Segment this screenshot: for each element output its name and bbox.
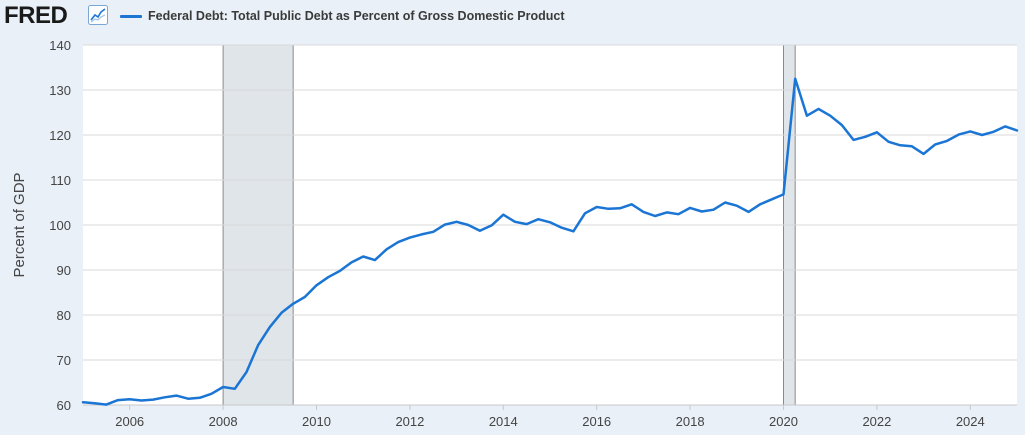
y-tick-label: 80	[57, 308, 71, 323]
y-tick-label: 120	[49, 128, 71, 143]
legend-series-label: Federal Debt: Total Public Debt as Perce…	[148, 9, 565, 23]
y-tick-label: 130	[49, 83, 71, 98]
x-tick-label: 2010	[302, 414, 331, 429]
x-tick-label: 2024	[956, 414, 985, 429]
x-axis-ticks: 2006 2008 2010 2012 2014 2016 2018 2020 2022 2024	[83, 404, 1017, 429]
y-tick-label: 60	[57, 398, 71, 413]
legend-swatch	[120, 14, 142, 18]
x-tick-label: 2008	[209, 414, 238, 429]
legend[interactable]: Federal Debt: Total Public Debt as Perce…	[120, 7, 565, 25]
chart-trend-icon	[88, 5, 108, 25]
y-axis-label: Percent of GDP	[11, 172, 28, 277]
x-tick-label: 2006	[115, 414, 144, 429]
x-tick-label: 2016	[582, 414, 611, 429]
y-tick-label: 110	[50, 173, 71, 188]
series-layer	[81, 77, 1019, 406]
x-tick-label: 2018	[676, 414, 705, 429]
y-tick-label: 70	[57, 353, 71, 368]
series-line	[81, 77, 1019, 406]
y-axis-ticks: 60 70 80 90 100 110 120 130 140	[49, 38, 71, 413]
y-tick-label: 90	[57, 263, 71, 278]
x-tick-label: 2022	[862, 414, 891, 429]
y-tick-label: 140	[49, 38, 71, 53]
x-tick-label: 2020	[769, 414, 798, 429]
gridlines	[83, 44, 1017, 361]
x-tick-label: 2014	[489, 414, 518, 429]
y-tick-label: 100	[49, 218, 71, 233]
chart-header: FRED Federal Debt: Total Public Debt as …	[0, 0, 1025, 34]
fred-logo[interactable]: FRED	[4, 2, 68, 29]
x-tick-label: 2012	[395, 414, 424, 429]
